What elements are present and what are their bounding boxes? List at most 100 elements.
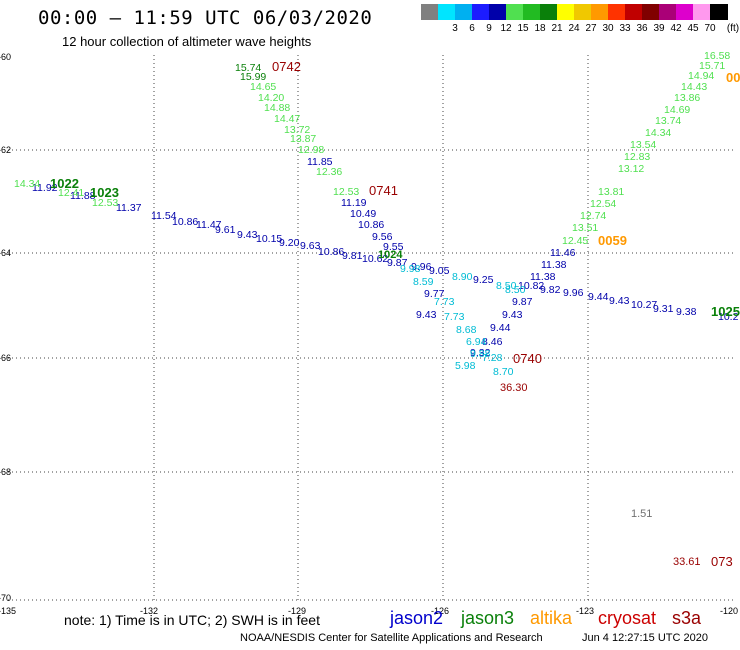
jason3-swh: 13.51	[572, 222, 598, 234]
lat-tick-label: -64	[0, 248, 11, 258]
jason2-swh: 9.43	[416, 309, 437, 321]
lat-tick-label: -60	[0, 52, 11, 62]
jason3-swh: 13.72	[284, 124, 310, 136]
cyan-swh: 7.73	[434, 296, 455, 308]
legend-label: 70	[704, 23, 716, 34]
cyan-swh: 7.28	[482, 352, 503, 364]
jason2-swh: 10.86	[318, 246, 344, 258]
legend-swatch	[557, 4, 575, 20]
legend-label: 15	[517, 23, 529, 34]
jason2-swh: 11.46	[550, 247, 576, 259]
jason3-swh: 13.87	[290, 133, 316, 145]
jason3-swh: 12.45	[562, 235, 588, 247]
jason3-swh: 14.34	[14, 178, 40, 190]
jason3-swh: 14.43	[681, 81, 707, 93]
jason3-swh: 14.65	[250, 81, 276, 93]
legend-swatch	[421, 4, 439, 20]
legend-label: 18	[534, 23, 546, 34]
jason3-swh: 15.71	[699, 60, 725, 72]
jason3-swh: 13.54	[630, 139, 656, 151]
jason3-swh: 14.20	[258, 92, 284, 104]
jason2-swh: 9.82	[540, 284, 561, 296]
legend-swatch	[523, 4, 541, 20]
jason2-swh: 9.05	[429, 265, 450, 277]
jason2-swh: 10.27	[631, 299, 657, 311]
cyan-swh: 6.94	[466, 336, 487, 348]
jason3-swh: 12.74	[580, 210, 606, 222]
lat-tick-label: -68	[0, 467, 11, 477]
cryosat-swh: 33.61	[673, 556, 701, 568]
legend-label: 33	[619, 23, 631, 34]
legend-swatch	[591, 4, 609, 20]
time-label-1025: 1025	[711, 304, 740, 319]
lon-tick-label: -123	[576, 606, 594, 616]
jason2-swh: 9.43	[609, 295, 630, 307]
cyan-swh: 5.98	[455, 360, 476, 372]
lon-tick-label: -120	[720, 606, 738, 616]
lon-tick-label: -126	[431, 606, 449, 616]
legend-swatch	[472, 4, 490, 20]
jason2-swh: 9.55	[383, 241, 404, 253]
satellite-jason2: jason2	[390, 608, 444, 628]
jason2-swh: 9.77	[424, 288, 445, 300]
jason2-swh: 10.2	[718, 311, 739, 323]
legend-unit: (ft)	[726, 23, 740, 34]
jason3-swh: 13.12	[618, 163, 644, 175]
cyan-swh: 8.59	[413, 276, 434, 288]
jason2-swh: 11.85	[307, 156, 333, 168]
legend-swatch	[489, 4, 507, 20]
time-label-1023: 1023	[90, 185, 119, 200]
legend-swatch	[693, 4, 711, 20]
jason2-swh: 10.86	[172, 216, 198, 228]
jason2-swh: 11.37	[116, 202, 142, 214]
jason2-swh: 9.31	[653, 303, 674, 315]
jason3-swh: 12.41	[58, 187, 84, 199]
jason2-swh: 10.86	[358, 219, 384, 231]
jason3-swh: 13.86	[674, 92, 700, 104]
satellite-altika: altika	[530, 608, 573, 628]
legend-swatch	[438, 4, 456, 20]
time-label-0742: 0742	[272, 59, 301, 74]
jason3-swh: 12.54	[590, 198, 616, 210]
lon-tick-label: -129	[288, 606, 306, 616]
jason2-swh: 11.19	[341, 197, 367, 209]
footer-timestamp: Jun 4 12:27:15 UTC 2020	[582, 632, 708, 644]
jason2-swh: 9.61	[215, 224, 236, 236]
jason3-swh: 15.99	[240, 71, 266, 83]
time-label-1024: 1024	[378, 249, 403, 261]
legend-label: 45	[687, 23, 699, 34]
jason3-swh: 14.88	[264, 102, 290, 114]
lat-tick-label: -66	[0, 353, 11, 363]
jason2-swh: 9.63	[300, 240, 321, 252]
legend-label: 3	[452, 23, 458, 34]
legend-swatch	[574, 4, 592, 20]
legend-label: 12	[500, 23, 512, 34]
jason2-swh: 10.15	[256, 233, 282, 245]
lat-tick-label: -70	[0, 593, 11, 603]
jason2-swh: 11.88	[70, 190, 96, 202]
cyan-swh: 8.50	[505, 284, 526, 296]
gray-swh: 1.51	[631, 508, 652, 520]
legend-label: 30	[602, 23, 614, 34]
jason2-swh: 11.47	[196, 219, 222, 231]
jason2-swh: 9.96	[411, 261, 432, 273]
jason2-swh: 9.43	[502, 309, 523, 321]
legend-swatch	[608, 4, 626, 20]
jason3-swh: 12.36	[316, 166, 342, 178]
legend-label: 39	[653, 23, 665, 34]
jason2-swh: 9.56	[372, 231, 393, 243]
legend-label: 21	[551, 23, 563, 34]
cryosat-swh: 36.30	[500, 382, 528, 394]
legend-swatch	[710, 4, 728, 20]
legend-swatch	[625, 4, 643, 20]
jason3-swh: 12.53	[333, 186, 359, 198]
legend-label: 6	[469, 23, 475, 34]
time-label-00: 00	[726, 70, 740, 85]
jason3-swh: 13.74	[655, 115, 681, 127]
jason2-swh: 9.38	[676, 306, 697, 318]
satellite-jason3: jason3	[461, 608, 515, 628]
jason2-swh: 9.44	[588, 291, 609, 303]
lat-tick-label: -62	[0, 145, 11, 155]
time-label-073: 073	[711, 554, 733, 569]
